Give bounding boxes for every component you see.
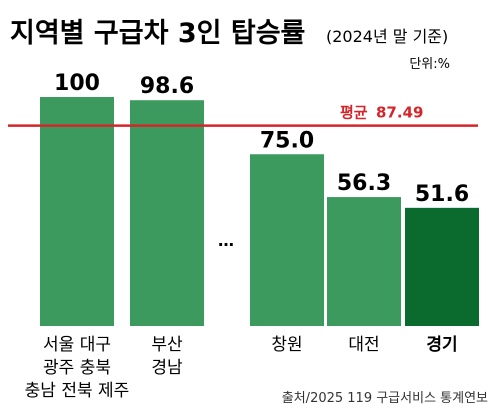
chart-title: 지역별 구급차 3인 탑승률 [10, 18, 305, 49]
chart-subtitle: (2024년 말 기준) [326, 27, 448, 46]
bar-group [40, 97, 479, 327]
source-note: 출처/2025 119 구급서비스 통계연보 [282, 391, 488, 406]
category-label-2-0: 창원 [271, 335, 302, 355]
bar-0 [40, 97, 114, 326]
category-label-0-1: 광주 충북 [43, 358, 111, 378]
bar-1 [130, 100, 204, 327]
category-label-0-0: 서울 대구 [43, 335, 111, 355]
category-label-4-0: 경기 [426, 335, 457, 355]
bar-2 [250, 154, 324, 326]
value-label-1: 98.6 [140, 74, 194, 99]
bar-3 [327, 197, 401, 326]
gap-marker: … [218, 231, 234, 250]
average-label: 평균 [340, 104, 368, 122]
unit-label: 단위:% [409, 57, 450, 72]
value-label-2: 75.0 [260, 128, 314, 153]
bar-4 [405, 207, 479, 326]
value-label-group: 100 98.6 75.0 56.3 51.6 [54, 71, 469, 207]
category-label-0-2: 충남 전북 제주 [25, 381, 130, 401]
value-label-3: 56.3 [337, 171, 391, 196]
category-label-3-0: 대전 [348, 335, 379, 355]
category-label-1-0: 부산 [151, 335, 183, 355]
category-label-1-1: 경남 [151, 358, 183, 378]
value-label-0: 100 [54, 71, 100, 96]
average-value: 87.49 [376, 104, 423, 122]
value-label-4: 51.6 [415, 182, 469, 207]
